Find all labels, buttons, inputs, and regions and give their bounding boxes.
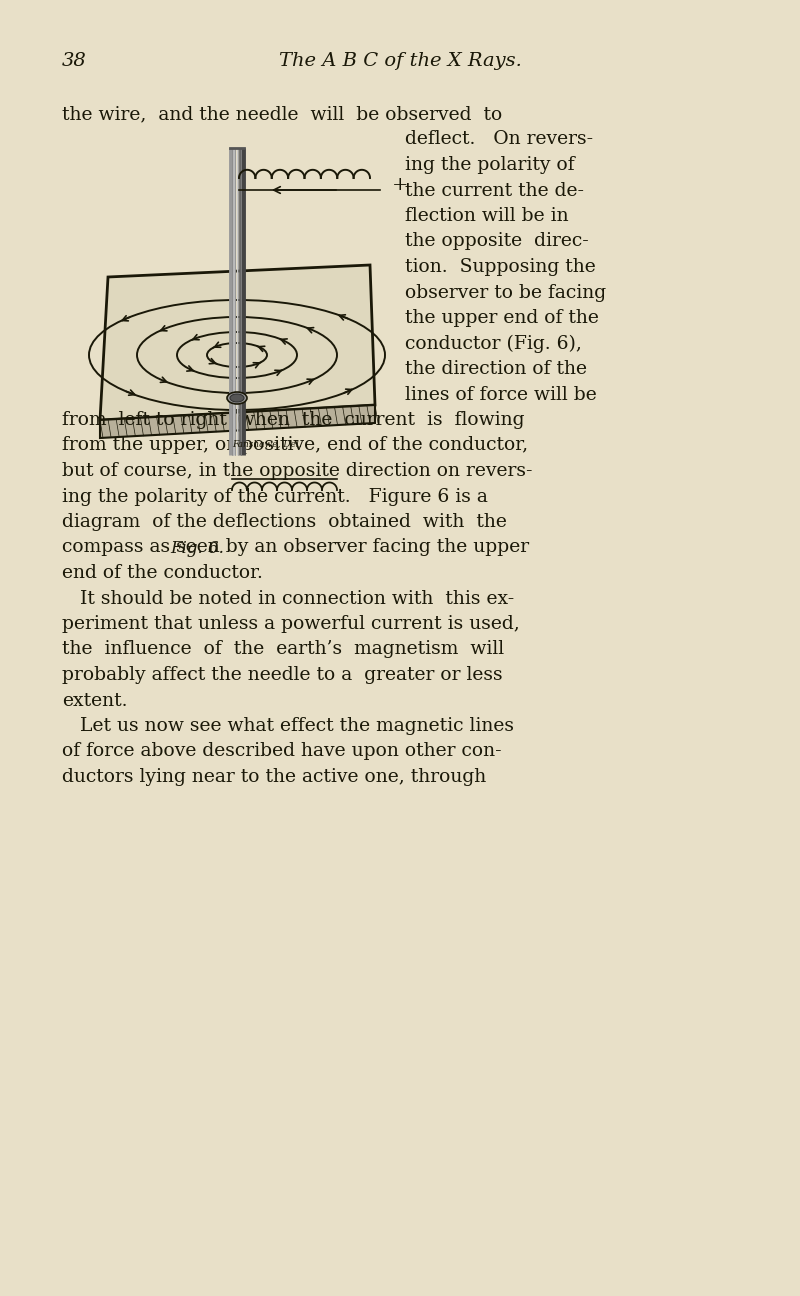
Text: +: + bbox=[392, 176, 409, 194]
Text: Fig. 6.: Fig. 6. bbox=[170, 540, 224, 557]
Text: of force above described have upon other con-: of force above described have upon other… bbox=[62, 743, 502, 761]
Text: from  left to right  when  the  current  is  flowing: from left to right when the current is f… bbox=[62, 411, 525, 429]
Text: the current the de-: the current the de- bbox=[405, 181, 584, 200]
Ellipse shape bbox=[227, 391, 247, 404]
Text: tion.  Supposing the: tion. Supposing the bbox=[405, 258, 596, 276]
Text: the direction of the: the direction of the bbox=[405, 360, 587, 378]
Text: ing the polarity of the current.   Figure 6 is a: ing the polarity of the current. Figure … bbox=[62, 487, 488, 505]
Text: the wire,  and the needle  will  be observed  to: the wire, and the needle will be observe… bbox=[62, 105, 502, 123]
Text: probably affect the needle to a  greater or less: probably affect the needle to a greater … bbox=[62, 666, 502, 684]
Text: ductors lying near to the active one, through: ductors lying near to the active one, th… bbox=[62, 769, 486, 785]
Text: Let us now see what effect the magnetic lines: Let us now see what effect the magnetic … bbox=[62, 717, 514, 735]
Polygon shape bbox=[100, 264, 375, 420]
Text: conductor (Fig. 6),: conductor (Fig. 6), bbox=[405, 334, 582, 353]
Text: end of the conductor.: end of the conductor. bbox=[62, 564, 263, 582]
Text: Fanshawe, Del.: Fanshawe, Del. bbox=[232, 441, 302, 448]
Text: but of course, in the opposite direction on revers-: but of course, in the opposite direction… bbox=[62, 461, 533, 480]
Text: periment that unless a powerful current is used,: periment that unless a powerful current … bbox=[62, 616, 520, 632]
Text: extent.: extent. bbox=[62, 692, 127, 709]
Text: the  influence  of  the  earth’s  magnetism  will: the influence of the earth’s magnetism w… bbox=[62, 640, 504, 658]
Text: the opposite  direc-: the opposite direc- bbox=[405, 232, 589, 250]
Text: diagram  of the deflections  obtained  with  the: diagram of the deflections obtained with… bbox=[62, 513, 507, 531]
Text: deflect.   On revers-: deflect. On revers- bbox=[405, 131, 593, 149]
Text: ing the polarity of: ing the polarity of bbox=[405, 156, 574, 174]
Text: The A B C of the X Rays.: The A B C of the X Rays. bbox=[278, 52, 522, 70]
Text: lines of force will be: lines of force will be bbox=[405, 385, 597, 403]
Text: observer to be facing: observer to be facing bbox=[405, 284, 606, 302]
Text: 38: 38 bbox=[62, 52, 86, 70]
Text: It should be noted in connection with  this ex-: It should be noted in connection with th… bbox=[62, 590, 514, 608]
Text: flection will be in: flection will be in bbox=[405, 207, 569, 226]
Text: compass as seen by an observer facing the upper: compass as seen by an observer facing th… bbox=[62, 539, 529, 556]
Text: the upper end of the: the upper end of the bbox=[405, 308, 599, 327]
Text: from the upper, or positive, end of the conductor,: from the upper, or positive, end of the … bbox=[62, 437, 528, 455]
Polygon shape bbox=[100, 404, 375, 438]
Ellipse shape bbox=[230, 394, 244, 402]
